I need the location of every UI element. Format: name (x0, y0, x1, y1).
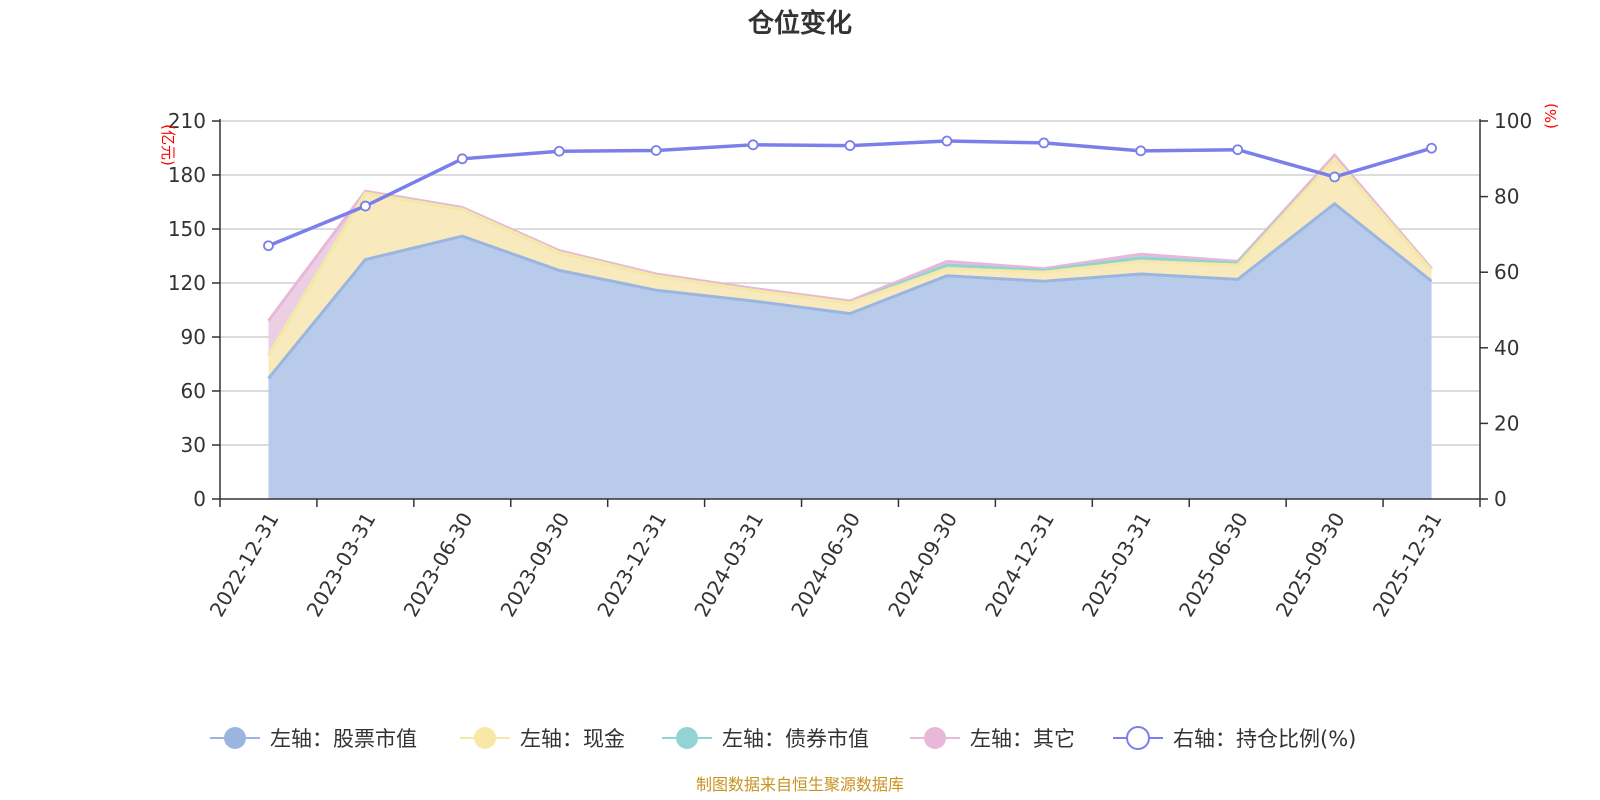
left-tick-label: 120 (168, 271, 206, 295)
ratio-point (1038, 137, 1050, 149)
legend-label: 左轴：债券市值 (722, 727, 869, 751)
legend-marker (924, 727, 946, 749)
left-tick-label: 90 (181, 325, 206, 349)
right-axis-unit: (%) (1542, 103, 1560, 129)
x-tick-label: 2023-12-31 (592, 508, 671, 621)
x-tick-label: 2024-12-31 (980, 508, 1059, 621)
left-tick-label: 150 (168, 217, 206, 241)
x-tick-label: 2023-03-31 (302, 508, 381, 621)
x-tick-label: 2024-03-31 (689, 508, 768, 621)
ratio-point (650, 145, 662, 156)
legend: 左轴：股票市值 左轴：现金 左轴：债券市值 左轴：其它 右轴：持仓比例(%) (210, 726, 1356, 751)
x-tick-label: 2025-06-30 (1174, 508, 1253, 621)
ratio-point (941, 135, 953, 147)
ratio-point (844, 140, 856, 151)
x-tick-label: 2025-12-31 (1368, 508, 1447, 621)
area-line-2 (267, 156, 1433, 356)
ratio-point (456, 153, 468, 165)
right-tick-label: 100 (1494, 109, 1532, 133)
ratio-point (1232, 144, 1244, 156)
legend-label: 右轴：持仓比例(%) (1173, 727, 1356, 751)
ratio-point (1135, 145, 1147, 157)
legend-marker (474, 727, 496, 749)
x-tick-label: 2025-09-30 (1271, 508, 1350, 621)
area-1 (268, 203, 1432, 500)
ratio-point (1426, 142, 1437, 154)
legend-label: 左轴：其它 (970, 727, 1075, 751)
legend-item: 左轴：其它 (910, 727, 1075, 751)
left-tick-label: 210 (168, 109, 206, 133)
data-source-note: 制图数据来自恒生聚源数据库 (696, 775, 904, 794)
legend-label: 左轴：股票市值 (270, 727, 417, 751)
x-tick-label: 2023-06-30 (398, 508, 477, 621)
x-tick-label: 2024-09-30 (883, 508, 962, 621)
ratio-point (747, 139, 759, 151)
legend-marker (1126, 726, 1150, 750)
legend-label: 左轴：现金 (520, 727, 625, 751)
area-line-1 (267, 201, 1433, 380)
holding-ratio-line (263, 135, 1437, 252)
left-tick-label: 60 (181, 379, 206, 403)
legend-marker (224, 727, 246, 749)
legend-marker (676, 727, 698, 749)
right-tick-label: 20 (1494, 411, 1519, 435)
left-tick-label: 180 (168, 163, 206, 187)
legend-item: 左轴：股票市值 (210, 727, 417, 751)
legend-item: 右轴：持仓比例(%) (1113, 726, 1356, 751)
ratio-point (1329, 171, 1341, 183)
ratio-point (553, 145, 565, 157)
stacked-areas (267, 152, 1433, 500)
ratio-point (359, 200, 371, 212)
right-tick-label: 40 (1494, 336, 1519, 360)
left-tick-label: 0 (193, 487, 206, 511)
x-tick-label: 2024-06-30 (786, 508, 865, 621)
left-tick-label: 30 (181, 433, 206, 457)
right-tick-label: 0 (1494, 487, 1507, 511)
left-axis-unit: (亿元) (159, 124, 177, 166)
x-tick-label: 2022-12-31 (205, 508, 284, 621)
ratio-point (263, 240, 274, 252)
legend-item: 左轴：债券市值 (662, 727, 869, 751)
x-tick-label: 2023-09-30 (495, 508, 574, 621)
chart-title: 仓位变化 (747, 8, 852, 39)
x-tick-label: 2025-03-31 (1077, 508, 1156, 621)
right-tick-label: 80 (1494, 185, 1519, 209)
legend-item: 左轴：现金 (460, 727, 625, 751)
right-tick-label: 60 (1494, 260, 1519, 284)
